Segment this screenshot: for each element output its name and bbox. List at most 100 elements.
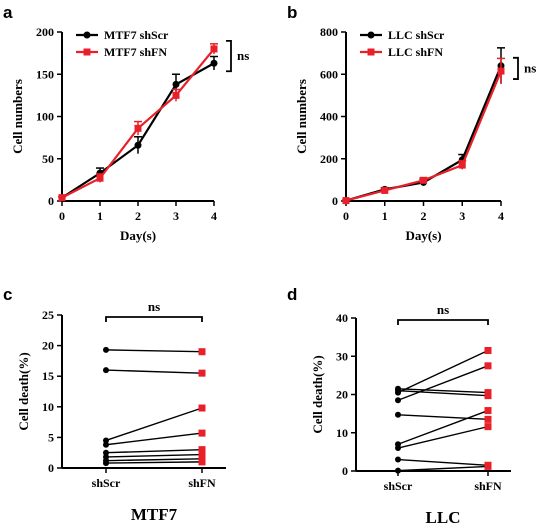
panel-c-pair-line [106,455,202,457]
panel-d-shfn-point [485,407,492,414]
panel-a-y-tick-label: 150 [36,67,54,81]
panel-d-pair-line [398,427,488,448]
panel-a-data-point [97,175,104,182]
panel-a-data-point [135,142,142,149]
panel-a-legend-label: MTF7 shFN [104,45,167,59]
panel-c-ns-label: ns [148,299,160,314]
panel-d-pair-line [398,466,488,470]
panel-d-letter: d [287,285,297,304]
panel-d-shscr-point [395,390,401,396]
panel-a-y-tick-label: 200 [36,25,54,39]
panel-c-shscr-point [103,460,109,466]
panel-c-pair-line [106,459,202,461]
panel-c-y-axis-label: Cell death(%) [16,352,31,430]
panel-b-y-tick-label: 200 [320,152,338,166]
panel-d-shfn-point [485,423,492,430]
panel-c-shfn-point [199,370,206,377]
panel-c-ns-bracket [106,317,202,322]
panel-d-shscr-point [395,445,401,451]
panel-d-ns-label: ns [437,302,449,317]
panel-b-data-point [420,177,427,184]
panel-a-legend-label: MTF7 shScr [104,28,169,42]
panel-d-y-tick-label: 20 [336,388,348,402]
panel-a-y-tick-label: 50 [42,152,54,166]
panel-a-data-point [173,92,180,99]
panel-c-x-tick-label: shFN [188,476,216,490]
panel-d-x-tick-label: shFN [474,479,502,493]
panel-c-shfn-point [199,430,206,437]
panel-b-y-tick-label: 800 [320,25,338,39]
panel-d-cell-line-label: LLC [426,508,461,527]
panel-a-y-tick-label: 100 [36,110,54,124]
panel-d-ns-bracket [398,320,488,325]
panel-d-pair-line [398,460,488,466]
panel-c-y-tick-label: 15 [42,369,54,383]
panel-a-data-point [211,45,218,52]
panel-a-data-point [211,60,218,67]
panel-c-letter: c [3,285,12,304]
panel-a-letter: a [3,3,13,22]
panel-d-shfn-point [485,392,492,399]
panel-d-shfn-point [485,347,492,354]
panel-a-x-tick-label: 2 [135,209,141,223]
panel-b-data-point [498,68,505,75]
panel-c-y-tick-label: 5 [48,430,54,444]
panel-a-ns-bracket [226,41,231,71]
panel-c-pair-line [106,450,202,453]
panel-c-pair-line [106,350,202,352]
panel-a-legend-marker [84,49,91,56]
panel-c-pair-line [106,370,202,373]
panel-a-x-tick-label: 1 [97,209,103,223]
panel-a-data-point [173,81,180,88]
panel-b-data-point [459,162,466,169]
panel-a-data-point [59,194,66,201]
panel-c-shscr-point [103,347,109,353]
panel-b-y-tick-label: 600 [320,67,338,81]
panel-c-y-tick-label: 25 [42,308,54,322]
panel-b-ns-bracket [513,58,518,79]
panel-b-data-point [343,197,350,204]
panel-a-legend-marker [84,32,91,39]
panel-c-shfn-point [199,348,206,355]
panel-c-x-tick-label: shScr [92,476,121,490]
panel-a-x-tick-label: 3 [173,209,179,223]
panel-b-y-axis-label: Cell numbers [294,79,309,154]
panel-d-shscr-point [395,457,401,463]
panel-c-pair-line [106,462,202,463]
panel-c-cell-line-label: MTF7 [131,505,178,524]
panel-b-x-tick-label: 3 [459,209,465,223]
panel-c-pair-line [106,408,202,440]
panel-c-y-tick-label: 20 [42,339,54,353]
panel-b-x-axis-label: Day(s) [405,228,441,243]
panel-d-shfn-point [485,463,492,470]
panel-a-x-axis-label: Day(s) [120,228,156,243]
panel-c-shscr-point [103,442,109,448]
panel-d-shscr-point [395,397,401,403]
panel-b-legend-marker [368,32,375,39]
panel-b-data-point [381,187,388,194]
panel-a-ns-label: ns [237,48,249,63]
panel-d-y-tick-label: 0 [342,464,348,478]
panel-c-cell-death-chart: 0 5 10 15 20 25 shScr shFN Cell death(%) MTF7 ns [16,299,226,524]
panel-b-letter: b [287,3,297,22]
panel-b-x-tick-label: 0 [343,209,349,223]
panel-c-shscr-point [103,367,109,373]
panel-a-growth-chart: 0 50 100 150 200 0 1 2 3 4 Day(s) Cell numbers MTF7 … [10,25,249,243]
panel-b-legend-label: LLC shScr [388,28,445,42]
panel-d-shscr-point [395,468,401,474]
panel-b-growth-chart: 0 200 400 600 800 0 1 2 3 4 Day(s) Cell numbers LLC … [294,25,536,243]
panel-d-y-tick-label: 10 [336,426,348,440]
panel-b-y-tick-label: 400 [320,110,338,124]
panel-b-x-tick-label: 2 [421,209,427,223]
panel-c-y-tick-label: 0 [48,461,54,475]
panel-a-x-tick-label: 4 [211,209,217,223]
panel-d-x-tick-label: shScr [384,479,413,493]
panel-a-data-point [135,125,142,132]
panel-b-y-tick-label: 0 [332,194,338,208]
panel-b-ns-label: ns [524,60,536,75]
panel-d-y-tick-label: 40 [336,311,348,325]
panel-b-x-tick-label: 1 [382,209,388,223]
panel-d-shscr-point [395,412,401,418]
panel-b-x-tick-label: 4 [498,209,504,223]
